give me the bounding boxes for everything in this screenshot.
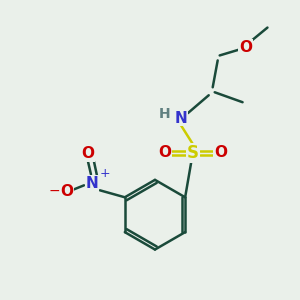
Text: O: O: [82, 146, 94, 161]
Text: N: N: [85, 176, 98, 191]
Text: −: −: [48, 184, 60, 198]
Text: +: +: [100, 167, 110, 180]
Text: O: O: [214, 146, 227, 160]
Text: O: O: [158, 146, 171, 160]
Text: H: H: [159, 107, 171, 121]
Text: N: N: [175, 111, 187, 126]
Text: O: O: [61, 184, 74, 199]
Text: S: S: [187, 144, 199, 162]
Text: O: O: [239, 40, 252, 55]
